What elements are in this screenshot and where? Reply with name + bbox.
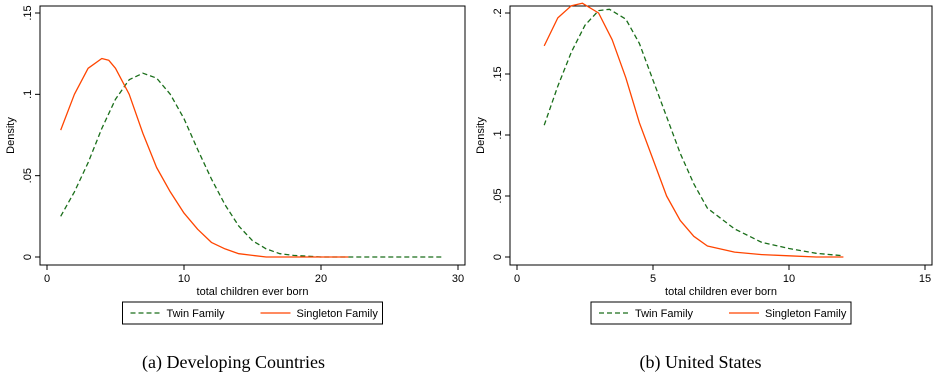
series-line-twin-family <box>60 72 445 258</box>
y-tick-label: .1 <box>22 90 34 99</box>
legend-box <box>122 301 383 325</box>
legend-label-twin-family: Twin Family <box>635 308 694 320</box>
density-chart-developing-countries: 0 10 20 30 0 .05 .1 .15 total children ever born… <box>5 5 466 325</box>
y-tick-label: .2 <box>492 8 504 17</box>
x-tick-label: 20 <box>315 273 327 285</box>
plot-frame <box>509 5 933 266</box>
x-tick-label: 30 <box>452 273 464 285</box>
caption-developing-countries: (a) Developing Countries <box>142 352 325 372</box>
y-axis-label: Density <box>475 117 487 154</box>
density-chart-united-states: 0 5 10 15 0 .05 .1 .15 .2 total children ever bor… <box>475 2 933 325</box>
y-tick-label: .1 <box>492 130 504 139</box>
chart-panel-united-states: 0 5 10 15 0 .05 .1 .15 .2 total children ever bor… <box>467 0 934 383</box>
plot-frame <box>39 5 466 266</box>
series-line-twin-family <box>543 8 844 257</box>
legend-label-singleton-family: Singleton Family <box>765 308 847 320</box>
legend-label-twin-family: Twin Family <box>167 308 226 320</box>
y-tick-label: 0 <box>492 254 504 260</box>
y-tick-label: .05 <box>22 168 34 183</box>
y-axis-label: Density <box>5 117 17 154</box>
x-axis-label: total children ever born <box>197 286 309 298</box>
y-tick-label: .05 <box>492 188 504 203</box>
x-tick-label: 5 <box>650 273 656 285</box>
x-axis-label: total children ever born <box>665 286 777 298</box>
series-line-singleton-family <box>543 2 844 258</box>
x-tick-label: 0 <box>44 273 50 285</box>
y-tick-label: 0 <box>22 254 34 260</box>
y-tick-label: .15 <box>492 66 504 81</box>
y-tick-label: .15 <box>22 5 34 20</box>
x-tick-label: 10 <box>783 273 795 285</box>
series-line-singleton-family <box>60 57 349 258</box>
x-tick-label: 0 <box>514 273 520 285</box>
legend-label-singleton-family: Singleton Family <box>297 308 379 320</box>
caption-united-states: (b) United States <box>639 352 762 372</box>
legend-box <box>590 301 852 325</box>
x-tick-label: 15 <box>919 273 931 285</box>
chart-panel-developing-countries: 0 10 20 30 0 .05 .1 .15 total children ever born… <box>5 5 466 372</box>
x-tick-label: 10 <box>178 273 190 285</box>
